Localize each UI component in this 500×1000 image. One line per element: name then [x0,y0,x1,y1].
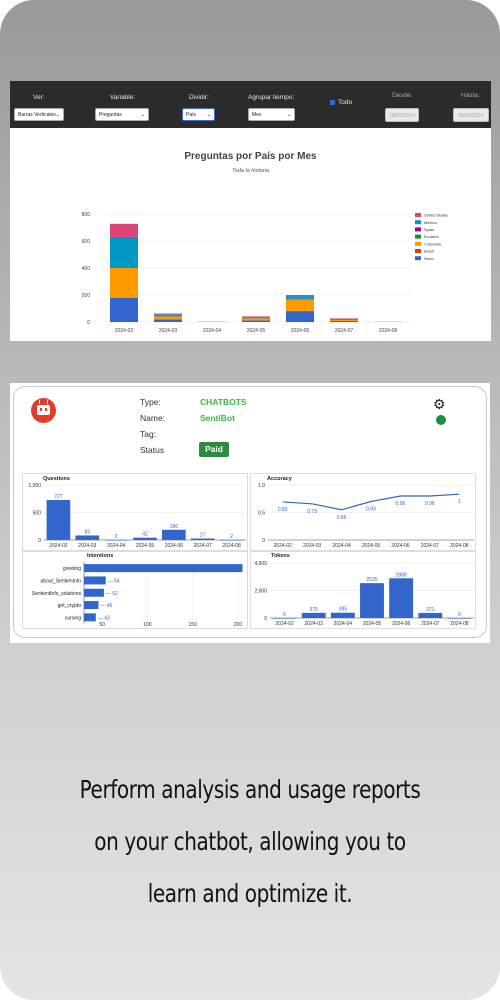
chevron-down-icon: ⌄ [206,112,211,118]
chevron-down-icon: ⌄ [55,112,60,118]
bar-segment [242,318,270,321]
hasta-date-input[interactable]: 08/03/2024 [453,108,489,122]
agrupar-value: Mes [252,112,262,118]
bar-segment [154,313,182,315]
legend-label: Colombia [424,241,442,246]
chart-subtitle: Toda la historia [231,168,270,174]
dashboard-screenshot: Ver: Barras Verticales ⌄ Variable: Pregun… [10,81,491,341]
bar-segment [286,296,314,299]
desde-date-input[interactable]: 08/03/2024 [385,108,419,122]
legend-swatch [415,220,421,225]
variable-label: Variable: [110,94,136,101]
todo-checkbox[interactable] [330,100,335,105]
bar-segment [154,319,182,322]
bar-segment [154,316,182,320]
bar-segment [110,297,138,322]
bar-segment [286,311,314,322]
bar-segment [330,318,358,319]
accuracy-title: Accuracy [267,476,292,482]
legend-swatch [415,249,421,253]
bar-segment [110,223,138,237]
y-tick-label: 800 [82,212,91,218]
type-label: Type: [140,397,161,407]
agrupar-select[interactable]: Mes ⌄ [248,108,295,121]
status-label: Status [140,445,165,455]
x-tick-label: 2024-02 [115,328,134,334]
legend-label: United States [424,213,448,218]
agrupar-label: Agrupar tiempo: [248,94,295,101]
y-tick-label: 200 [82,293,91,299]
status-badge[interactable]: Paid [199,442,229,457]
intentions-panel: Intentions [22,551,248,629]
variable-value: Preguntas [99,112,122,118]
legend-swatch [415,227,421,232]
hasta-label: Hasta: [461,92,480,99]
bar-segment [330,319,358,321]
dividir-select[interactable]: País ⌄ [182,108,215,121]
x-tick-label: 2024-06 [291,328,310,334]
caption-line-3: learn and optimize it. [147,879,353,908]
gear-icon[interactable]: ⚙ [433,396,446,412]
questions-panel: Questions [22,473,248,551]
name-label: Name: [140,413,166,423]
desde-label: Desde: [392,92,413,99]
ver-value: Barras Verticales [18,112,56,118]
y-tick-label: 400 [82,266,91,272]
accuracy-panel: Accuracy [250,473,476,551]
bar-segment [110,236,138,268]
legend-label: Brazil [424,249,434,254]
bar-segment [242,316,270,317]
tag-label: Tag: [140,429,157,439]
robot-icon [31,398,56,423]
chevron-down-icon: ⌄ [140,112,145,118]
ver-select[interactable]: Barras Verticales ⌄ [14,108,64,121]
filter-bar: Ver: Barras Verticales ⌄ Variable: Pregun… [10,81,491,128]
x-tick-label: 2024-03 [159,328,178,334]
name-value: SentiBot [200,413,235,423]
y-tick-label: 0 [87,320,90,326]
legend-label: Ecuador [424,234,440,239]
type-value: CHATBOTS [200,397,247,407]
chevron-down-icon: ⌄ [286,112,291,118]
bar-segment [110,268,138,298]
legend-swatch [415,234,421,239]
legend-swatch [415,256,421,261]
bar-segment [286,295,314,297]
tokens-panel: Tokens [250,551,476,629]
bar-segment [242,316,270,318]
bar-segment [330,318,358,320]
caption-line-2: on your chatbot, allowing you to [94,827,406,856]
country-stacked-chart: 0 200 400 600 800 2024-02 2024-03 2024-04 2024-0… [82,212,448,334]
chart-title: Preguntas por País por Mes [184,151,317,162]
tokens-title: Tokens [271,553,290,559]
dividir-value: País [186,112,197,118]
y-tick-label: 600 [82,239,91,245]
todo-label: Todo [338,99,353,106]
legend-swatch [415,213,421,217]
variable-select[interactable]: Preguntas ⌄ [95,108,149,121]
x-tick-label: 2024-04 [203,328,222,334]
ver-label: Ver: [33,94,45,101]
legend-label: None [424,256,434,261]
x-tick-label: 2024-05 [247,328,266,334]
bar-segment [330,320,358,322]
caption-line-1: Perform analysis and usage reports [79,775,421,804]
questions-title: Questions [43,476,70,482]
bar-segment [242,320,270,322]
dividir-label: Dividir: [189,94,209,101]
legend-label: Spain [424,227,434,232]
bar-segment [286,299,314,311]
legend-swatch [415,241,421,246]
x-tick-label: 2024-08 [379,328,398,334]
x-tick-label: 2024-07 [335,328,354,334]
bar-segment [154,314,182,316]
legend-label: Mexico [424,220,437,225]
intentions-title: Intentions [87,553,114,559]
status-dot-icon [436,415,446,425]
